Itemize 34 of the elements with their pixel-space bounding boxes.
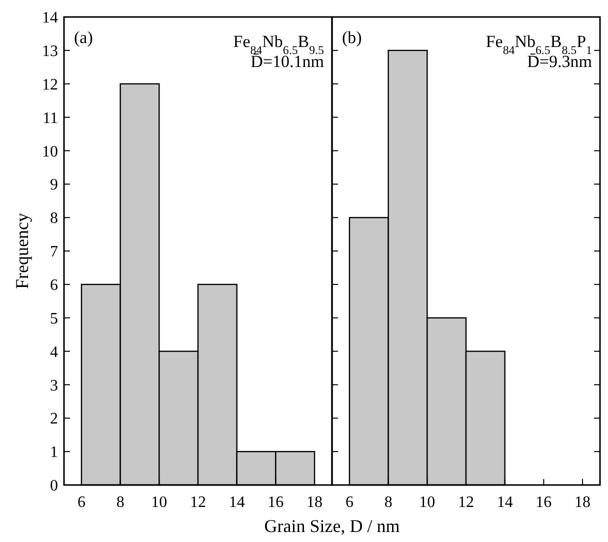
y-tick-label: 7 xyxy=(50,244,58,261)
annotation: (b) xyxy=(342,28,362,47)
y-tick-label: 5 xyxy=(50,310,58,328)
y-tick-label: 6 xyxy=(50,277,58,294)
x-tick-label: 12 xyxy=(458,494,474,511)
y-axis-title: Frequency xyxy=(12,213,32,289)
y-tick-label: 10 xyxy=(42,143,58,160)
x-tick-label: 18 xyxy=(574,494,591,511)
annotation: (a) xyxy=(74,28,93,47)
x-tick-label: 14 xyxy=(228,494,245,511)
y-tick-label: 8 xyxy=(50,210,58,228)
x-tick-label: 10 xyxy=(419,494,436,511)
y-tick-label: 2 xyxy=(50,410,58,428)
x-tick-label: 6 xyxy=(345,494,354,511)
y-tick-label: 3 xyxy=(50,377,58,394)
x-tick-label: 8 xyxy=(384,494,392,511)
x-tick-label: 16 xyxy=(536,494,552,511)
x-tick-label: 12 xyxy=(190,494,206,511)
x-tick-label: 16 xyxy=(268,494,284,511)
x-tick-label: 8 xyxy=(116,494,124,511)
y-tick-label: 0 xyxy=(50,478,58,495)
x-tick-label: 18 xyxy=(306,494,323,511)
x-tick-label: 6 xyxy=(77,494,86,511)
x-axis-title: Grain Size, D / nm xyxy=(264,516,400,536)
y-tick-label: 13 xyxy=(42,43,58,60)
y-tick-label: 9 xyxy=(50,176,58,194)
y-tick-label: 11 xyxy=(42,110,58,127)
x-tick-label: 10 xyxy=(151,494,168,511)
y-tick-label: 12 xyxy=(42,76,58,94)
y-tick-label: 4 xyxy=(50,344,58,361)
y-tick-label: 1 xyxy=(50,444,58,462)
x-tick-label: 14 xyxy=(496,494,513,511)
annotation: D̄=9.3nm xyxy=(527,52,592,71)
y-tick-label: 14 xyxy=(42,10,58,27)
